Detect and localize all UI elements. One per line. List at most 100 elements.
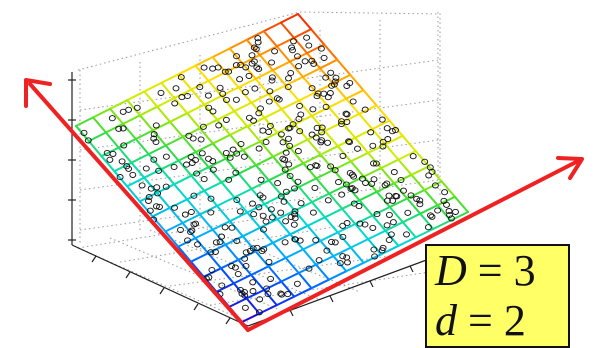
manifold-grid-segment: [371, 206, 391, 217]
sample-point: [183, 161, 190, 168]
manifold-grid-segment: [224, 157, 240, 175]
manifold-grid-segment: [134, 129, 154, 140]
sample-point: [232, 96, 240, 103]
manifold-grid-segment: [254, 155, 275, 167]
manifold-grid-segment: [297, 272, 313, 290]
manifold-grid-segment: [275, 295, 296, 307]
manifold-grid-segment: [302, 153, 322, 165]
sample-point: [287, 69, 295, 77]
manifold-grid-segment: [186, 198, 201, 216]
sample-point: [317, 45, 325, 52]
sample-point: [315, 257, 323, 264]
sample-point: [265, 258, 273, 265]
manifold-grid-segment: [319, 231, 339, 242]
sample-point: [280, 198, 288, 205]
sample-point: [231, 264, 239, 271]
sample-point: [208, 266, 216, 274]
manifold-grid-segment: [100, 155, 116, 173]
manifold-grid-segment: [242, 149, 257, 167]
sample-point: [291, 215, 299, 222]
manifold-grid-segment: [250, 179, 270, 190]
manifold-grid-segment: [173, 88, 193, 100]
sample-point: [125, 106, 133, 113]
intrinsic-dimension-value: 2: [503, 296, 526, 345]
sample-point: [250, 58, 258, 65]
sample-point: [241, 304, 249, 311]
manifold-grid-segment: [126, 90, 146, 102]
sample-point: [318, 129, 326, 136]
sample-point: [115, 125, 123, 132]
manifold-grid-segment: [203, 103, 219, 121]
manifold-grid-segment: [211, 133, 232, 145]
sample-point: [383, 125, 391, 132]
manifold-grid-segment: [323, 121, 343, 132]
manifold-grid-segment: [288, 52, 308, 63]
left-axis-arrow: [28, 82, 250, 332]
sample-points: [80, 34, 459, 316]
sample-point: [295, 115, 303, 122]
sample-point: [241, 255, 249, 262]
manifold-grid-segment: [216, 118, 232, 136]
manifold-grid-segment: [271, 241, 287, 259]
sample-point: [342, 110, 350, 117]
sample-point: [404, 209, 412, 216]
sample-point: [285, 125, 292, 132]
sample-point: [346, 169, 354, 177]
manifold-grid-segment: [271, 233, 292, 244]
manifold-grid-segment: [289, 147, 305, 165]
sample-point: [249, 245, 257, 252]
manifold-grid-segment: [211, 142, 227, 160]
sample-point: [189, 135, 197, 142]
manifold-grid-segment: [349, 151, 370, 163]
sample-point: [233, 53, 240, 60]
sample-point: [221, 68, 229, 75]
manifold-grid-segment: [341, 207, 357, 225]
sample-point: [379, 143, 387, 150]
manifold-grid-segment: [397, 150, 417, 161]
sample-point: [233, 196, 241, 204]
manifold-grid-segment: [388, 197, 409, 208]
manifold-grid-segment: [310, 106, 330, 117]
sample-point: [361, 221, 369, 228]
sample-point: [343, 220, 351, 227]
sample-point: [301, 58, 309, 65]
sample-point: [290, 221, 298, 228]
sample-point: [351, 187, 359, 194]
sample-point: [255, 110, 263, 117]
sample-point: [322, 103, 330, 110]
sample-point: [150, 156, 158, 163]
sample-point: [228, 224, 236, 231]
manifold-grid-segment: [336, 231, 352, 249]
manifold-grid-segment: [319, 239, 335, 258]
sample-point: [343, 118, 351, 125]
sample-point: [291, 236, 299, 243]
sample-point: [248, 60, 256, 67]
manifold-grid-segment: [186, 103, 206, 115]
manifold-grid-segment: [126, 99, 142, 117]
sample-point: [250, 117, 257, 124]
sample-point: [282, 188, 290, 195]
manifold-grid-segment: [147, 144, 167, 156]
manifold-grid-segment: [401, 221, 417, 239]
manifold-grid-segment: [207, 252, 222, 270]
sample-point: [446, 211, 453, 219]
manifold-grid-segment: [130, 161, 146, 179]
sample-point: [328, 82, 336, 89]
manifold-grid-segment: [279, 13, 299, 24]
sample-point: [388, 128, 396, 135]
sample-point: [242, 262, 250, 270]
manifold-grid-segment: [272, 147, 292, 158]
manifold-grid-segment: [241, 235, 257, 253]
manifold-grid-segment: [380, 167, 396, 185]
manifold-grid-segment: [228, 38, 248, 50]
sample-point: [255, 309, 263, 316]
back-wall-gridline: [79, 99, 439, 151]
manifold-grid-segment: [311, 192, 331, 204]
manifold-grid-segment: [87, 140, 103, 158]
sample-point: [291, 185, 298, 192]
sample-point: [170, 163, 178, 171]
manifold-grid-segment: [245, 289, 265, 300]
sample-point: [215, 122, 223, 129]
sample-point: [147, 185, 155, 192]
